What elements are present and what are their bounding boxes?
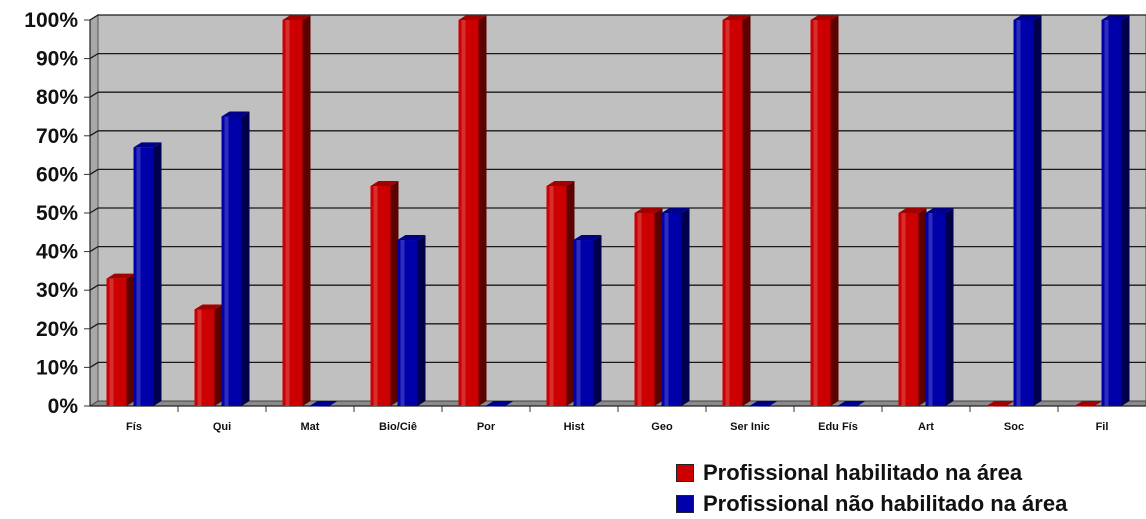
- y-tick-label: 100%: [24, 9, 78, 32]
- gridline: [89, 52, 1146, 60]
- bar-habilitado: [986, 401, 1015, 407]
- legend-label: Profissional habilitado na área: [703, 459, 1023, 485]
- bar-nao-habilitado: [1013, 15, 1042, 406]
- y-tick-label: 50%: [36, 202, 78, 225]
- bar-nao-habilitado: [133, 142, 162, 406]
- x-tick-label: Ser Inic: [730, 421, 770, 433]
- x-tick-label: Qui: [213, 421, 231, 433]
- y-tick-label: 20%: [36, 318, 78, 341]
- y-tick-label: 30%: [36, 279, 78, 302]
- x-tick-label: Fís: [126, 421, 142, 433]
- bar-chart: 0% 10% 20% 30% 40% 50% 60% 70% 80% 90% 100% Fís Qui…: [24, 9, 1146, 433]
- gridline: [89, 168, 1146, 175]
- gridline: [89, 284, 1146, 291]
- x-tick-label: Edu Fís: [818, 421, 858, 433]
- bars: [106, 15, 1130, 407]
- x-tick-label: Por: [477, 421, 496, 433]
- x-axis-tick-labels: Fís Qui Mat Bio/Ciê Por Hist Geo Ser Inic Edu Fí…: [126, 421, 1108, 433]
- bar-nao-habilitado: [221, 111, 250, 406]
- x-tick-label: Art: [918, 421, 934, 433]
- gridline: [89, 245, 1146, 253]
- bar-nao-habilitado: [837, 401, 866, 407]
- gridline: [89, 207, 1146, 214]
- bar-habilitado: [722, 15, 751, 406]
- plot-area: [84, 14, 1146, 412]
- bar-habilitado: [634, 208, 663, 406]
- bar-habilitado: [898, 208, 927, 406]
- x-tick-label: Mat: [301, 421, 320, 433]
- y-tick-label: 60%: [36, 163, 78, 186]
- bar-habilitado: [546, 180, 575, 406]
- legend-label: Profissional não habilitado na área: [703, 490, 1068, 516]
- bar-nao-habilitado: [397, 235, 426, 406]
- bar-nao-habilitado: [485, 401, 514, 407]
- x-tick-label: Soc: [1004, 421, 1024, 433]
- y-tick-label: 70%: [36, 125, 78, 148]
- legend-swatch-blue: [676, 494, 694, 513]
- y-tick-label: 80%: [36, 86, 78, 109]
- gridline: [89, 14, 1146, 21]
- bar-habilitado: [1074, 401, 1103, 407]
- legend: Profissional habilitado na área Profissi…: [676, 457, 1067, 519]
- bar-nao-habilitado: [573, 235, 602, 406]
- legend-item-habilitado: Profissional habilitado na área: [676, 457, 1067, 488]
- x-tick-label: Fil: [1096, 421, 1109, 433]
- bar-habilitado: [458, 15, 487, 406]
- y-tick-label: 0%: [48, 395, 79, 418]
- gridline: [89, 130, 1146, 137]
- bar-nao-habilitado: [925, 208, 954, 406]
- legend-item-nao-habilitado: Profissional não habilitado na área: [676, 488, 1067, 519]
- x-tick-label: Bio/Ciê: [379, 421, 417, 433]
- y-tick-label: 90%: [36, 48, 78, 71]
- bar-nao-habilitado: [309, 401, 338, 407]
- bar-habilitado: [106, 273, 135, 406]
- y-tick-label: 10%: [36, 356, 78, 379]
- bar-nao-habilitado: [661, 208, 690, 406]
- gridline: [89, 91, 1146, 98]
- bar-habilitado: [194, 304, 223, 406]
- x-tick-label: Geo: [651, 421, 673, 433]
- bar-habilitado: [810, 15, 839, 406]
- bar-habilitado: [282, 15, 311, 406]
- bar-nao-habilitado: [749, 401, 778, 407]
- x-tick-label: Hist: [564, 421, 585, 433]
- bar-nao-habilitado: [1101, 15, 1130, 406]
- legend-swatch-red: [676, 463, 694, 482]
- y-tick-label: 40%: [36, 241, 78, 264]
- gridline: [89, 361, 1146, 368]
- bar-habilitado: [370, 180, 399, 406]
- floor: [88, 400, 1146, 407]
- gridline: [89, 323, 1146, 330]
- y-axis-tick-labels: 0% 10% 20% 30% 40% 50% 60% 70% 80% 90% 100%: [24, 9, 78, 418]
